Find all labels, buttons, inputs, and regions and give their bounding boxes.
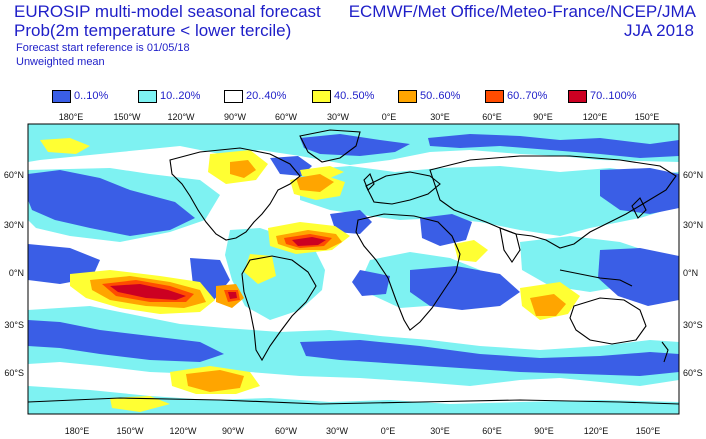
legend-swatch bbox=[398, 89, 417, 103]
lon-label: 90°E bbox=[533, 112, 553, 122]
lon-label: 60°E bbox=[482, 426, 502, 436]
lon-label: 60°W bbox=[275, 112, 298, 122]
lon-label: 30°E bbox=[430, 426, 450, 436]
lat-label: 60°S bbox=[683, 368, 703, 378]
lon-label: 120°W bbox=[169, 426, 197, 436]
lon-label: 90°W bbox=[222, 426, 245, 436]
dark-red-regions bbox=[110, 237, 326, 300]
legend-item: 10..20% bbox=[138, 86, 200, 106]
legend-item: 60..70% bbox=[485, 86, 547, 106]
legend-label: 50..60% bbox=[420, 90, 461, 102]
legend-swatch bbox=[52, 89, 71, 103]
legend-label: 60..70% bbox=[507, 90, 548, 102]
legend-item: 0..10% bbox=[52, 86, 108, 106]
lat-label: 60°N bbox=[683, 170, 703, 180]
map-title: EUROSIP multi-model seasonal forecast bbox=[14, 2, 321, 21]
blue-regions bbox=[28, 134, 679, 376]
lat-label: 30°N bbox=[4, 220, 24, 230]
lon-label: 60°W bbox=[275, 426, 298, 436]
lon-label: 150°E bbox=[635, 112, 660, 122]
legend-label: 20..40% bbox=[246, 90, 287, 102]
lon-label: 150°W bbox=[116, 426, 144, 436]
centres-title: ECMWF/Met Office/Meteo-France/NCEP/JMA bbox=[348, 2, 696, 21]
lat-label: 0°N bbox=[9, 268, 24, 278]
lat-label: 30°S bbox=[683, 320, 703, 330]
legend-item: 40..50% bbox=[312, 86, 374, 106]
lat-label: 30°S bbox=[4, 320, 24, 330]
legend-swatch bbox=[138, 89, 157, 103]
coastlines bbox=[28, 129, 679, 405]
lon-labels-top: 180°E 150°W 120°W 90°W 60°W 30°W 0°E 30°… bbox=[59, 112, 660, 122]
lat-label: 60°S bbox=[4, 368, 24, 378]
legend-swatch bbox=[568, 89, 587, 103]
lon-label: 150°W bbox=[113, 112, 141, 122]
lon-label: 60°E bbox=[482, 112, 502, 122]
legend-item: 70..100% bbox=[568, 86, 636, 106]
lon-label: 0°E bbox=[382, 112, 397, 122]
lon-label: 180°E bbox=[59, 112, 84, 122]
lon-label: 0°E bbox=[381, 426, 396, 436]
lon-label: 120°E bbox=[584, 426, 609, 436]
map-subtitle: Prob(2m temperature < lower tercile) bbox=[14, 21, 292, 40]
lon-label: 120°E bbox=[583, 112, 608, 122]
lat-label: 30°N bbox=[683, 220, 703, 230]
lon-label: 90°E bbox=[534, 426, 554, 436]
legend-label: 70..100% bbox=[590, 90, 637, 102]
legend-item: 50..60% bbox=[398, 86, 460, 106]
lon-label: 180°E bbox=[65, 426, 90, 436]
legend-swatch bbox=[224, 89, 243, 103]
legend-swatch bbox=[312, 89, 331, 103]
lat-label: 0°N bbox=[683, 268, 698, 278]
lon-label: 150°E bbox=[636, 426, 661, 436]
lon-label: 30°E bbox=[430, 112, 450, 122]
world-probability-map: 180°E 150°W 120°W 90°W 60°W 30°W 0°E 30°… bbox=[4, 112, 703, 436]
legend-label: 40..50% bbox=[334, 90, 375, 102]
probability-field bbox=[28, 124, 679, 414]
season-label: JJA 2018 bbox=[624, 21, 694, 40]
map-frame bbox=[27, 123, 680, 415]
lat-labels-left: 60°N 30°N 0°N 30°S 60°S bbox=[4, 170, 24, 378]
forecast-start-reference: Forecast start reference is 01/05/18 bbox=[16, 42, 190, 54]
weighting-note: Unweighted mean bbox=[16, 56, 105, 68]
lon-label: 120°W bbox=[167, 112, 195, 122]
lon-label: 90°W bbox=[224, 112, 247, 122]
legend-item: 20..40% bbox=[224, 86, 286, 106]
lon-labels-bottom: 180°E 150°W 120°W 90°W 60°W 30°W 0°E 30°… bbox=[65, 426, 661, 436]
lat-label: 60°N bbox=[4, 170, 24, 180]
lon-label: 30°W bbox=[326, 426, 349, 436]
lon-label: 30°W bbox=[327, 112, 350, 122]
probability-legend: 0..10% 10..20% 20..40% 40..50% 50..60% 6… bbox=[0, 86, 706, 106]
legend-label: 0..10% bbox=[74, 90, 109, 102]
lat-labels-right: 60°N 30°N 0°N 30°S 60°S bbox=[683, 170, 703, 378]
legend-label: 10..20% bbox=[160, 90, 201, 102]
legend-swatch bbox=[485, 89, 504, 103]
